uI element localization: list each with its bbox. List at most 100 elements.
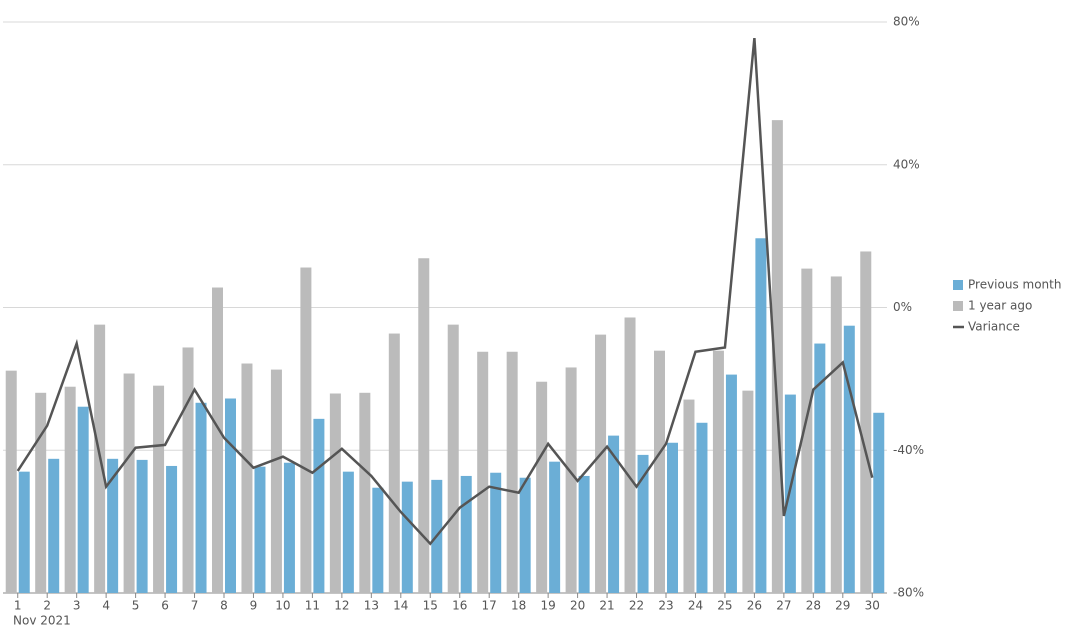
bar <box>860 251 872 593</box>
bar <box>447 324 459 593</box>
bar <box>771 120 783 593</box>
bar <box>549 461 561 593</box>
x-tick-label: 14 <box>393 599 408 613</box>
bar <box>359 392 371 593</box>
y-tick-label: 40% <box>893 157 920 171</box>
bar <box>801 268 813 593</box>
x-tick-label: 15 <box>423 599 438 613</box>
x-tick-label: 6 <box>161 599 169 613</box>
bar <box>608 435 620 593</box>
bar <box>536 381 548 593</box>
x-tick-label: 7 <box>191 599 199 613</box>
bar <box>225 398 236 593</box>
bar <box>270 369 282 593</box>
bar <box>490 472 502 593</box>
bar <box>460 475 472 593</box>
bar <box>830 276 842 593</box>
bar <box>595 334 607 593</box>
legend-label: 1 year ago <box>968 299 1032 313</box>
x-tick-label: 12 <box>334 599 349 613</box>
bar <box>401 481 413 593</box>
bar <box>212 287 223 593</box>
bar <box>195 402 207 593</box>
bar <box>300 267 312 593</box>
bar <box>519 477 531 593</box>
x-tick-label: 23 <box>658 599 673 613</box>
x-tick-label: 29 <box>835 599 850 613</box>
bar <box>241 363 253 593</box>
bar <box>329 393 341 593</box>
y-tick-label: 80% <box>893 15 920 29</box>
bar <box>784 394 796 593</box>
y-tick-label: 0% <box>893 300 912 314</box>
x-tick-label: 8 <box>220 599 228 613</box>
bar <box>506 351 518 593</box>
legend-swatch <box>953 301 963 311</box>
bar <box>755 238 767 594</box>
bar <box>814 343 826 593</box>
bar <box>107 458 119 593</box>
bar <box>313 418 325 593</box>
bar <box>123 373 135 593</box>
bar <box>254 466 266 593</box>
bar <box>388 333 400 593</box>
legend-swatch <box>953 280 963 290</box>
bar <box>725 374 737 593</box>
bar <box>578 475 590 593</box>
x-tick-label: 11 <box>305 599 320 613</box>
bar <box>843 325 855 593</box>
x-tick-label: 21 <box>599 599 614 613</box>
x-tick-label: 10 <box>275 599 290 613</box>
x-tick-label: 22 <box>629 599 644 613</box>
bar <box>77 406 89 593</box>
legend-label: Variance <box>968 320 1020 334</box>
bar <box>624 317 636 593</box>
x-tick-label: 9 <box>250 599 258 613</box>
bar <box>565 367 577 593</box>
bar <box>477 351 489 593</box>
bar <box>873 412 885 593</box>
x-axis-label: Nov 2021 <box>13 614 71 628</box>
x-tick-label: 2 <box>43 599 51 613</box>
x-tick-label: 20 <box>570 599 585 613</box>
x-tick-label: 13 <box>364 599 379 613</box>
bar <box>712 350 724 593</box>
bar <box>5 370 17 593</box>
bar <box>153 385 165 593</box>
x-tick-label: 18 <box>511 599 526 613</box>
x-tick-label: 1 <box>14 599 22 613</box>
bar <box>136 459 148 593</box>
bar <box>182 347 194 593</box>
y-tick-label: -40% <box>893 443 924 457</box>
x-tick-label: 4 <box>102 599 110 613</box>
x-tick-label: 16 <box>452 599 467 613</box>
x-tick-label: 3 <box>73 599 81 613</box>
x-tick-label: 28 <box>806 599 821 613</box>
bar <box>64 386 76 593</box>
x-tick-label: 26 <box>747 599 762 613</box>
x-tick-label: 24 <box>688 599 703 613</box>
bar <box>683 399 695 593</box>
x-tick-label: 27 <box>776 599 791 613</box>
bar <box>166 465 178 593</box>
bar <box>654 350 665 593</box>
bar <box>18 471 30 593</box>
bar <box>696 422 708 593</box>
y-tick-label: -80% <box>893 586 924 600</box>
x-tick-label: 5 <box>132 599 140 613</box>
x-tick-label: 30 <box>865 599 880 613</box>
bar <box>637 454 649 593</box>
x-tick-label: 25 <box>717 599 732 613</box>
x-tick-label: 17 <box>482 599 497 613</box>
bar <box>35 392 47 593</box>
bar <box>283 462 295 593</box>
bar <box>372 487 384 593</box>
bar <box>48 458 60 593</box>
bar <box>667 442 678 593</box>
legend-label: Previous month <box>968 278 1061 292</box>
line <box>16 37 874 546</box>
bar <box>418 258 430 593</box>
bar <box>342 471 354 593</box>
bar <box>742 390 754 593</box>
